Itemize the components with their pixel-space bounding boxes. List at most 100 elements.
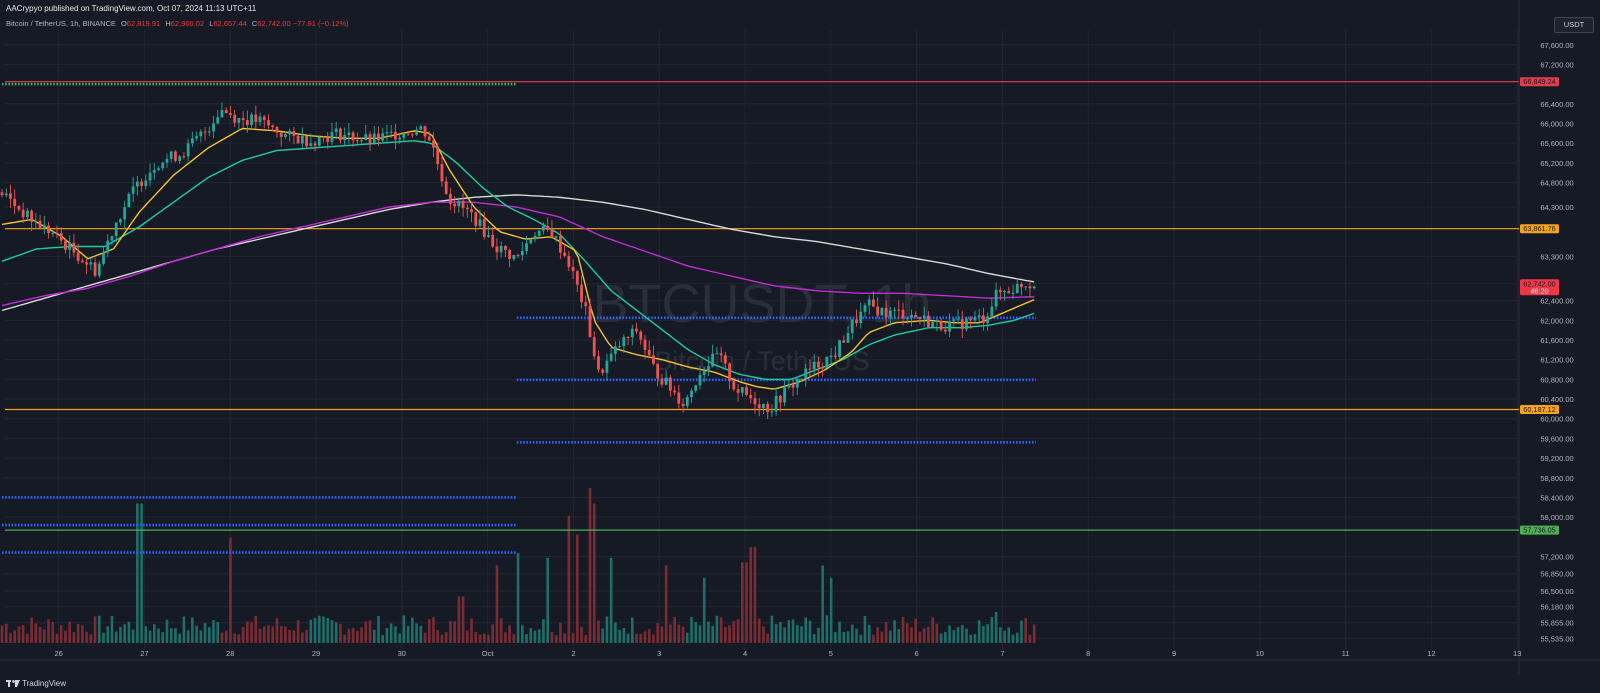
y-tick-label: 59,600.00 — [1540, 434, 1573, 443]
candle-body — [372, 133, 376, 143]
y-tick-label: 57,200.00 — [1540, 553, 1573, 562]
volume-bar — [652, 634, 655, 643]
candle-body — [174, 151, 177, 161]
candle-body — [943, 329, 947, 332]
volume-bar — [233, 633, 236, 643]
candle-body — [529, 239, 533, 244]
candle-body — [880, 308, 884, 316]
candle-body — [635, 328, 638, 332]
candle-body — [1003, 291, 1006, 293]
volume-bar — [728, 625, 731, 643]
candle-body — [102, 252, 105, 264]
symbol-legend[interactable]: Bitcoin / TetherUS, 1h, BINANCE O62,819.… — [6, 19, 349, 28]
candle-body — [927, 315, 930, 327]
volume-bar — [284, 626, 287, 643]
candle-body — [25, 210, 29, 218]
low-value: 62,657.44 — [213, 19, 247, 28]
candle-body — [554, 236, 558, 238]
x-tick-label: 5 — [829, 649, 833, 658]
publish-header: AACrypyo published on TradingView.com, O… — [6, 4, 257, 13]
candle-body — [144, 180, 148, 187]
candle-body — [762, 403, 765, 409]
candle-body — [220, 110, 224, 118]
candle-body — [1015, 284, 1019, 293]
volume-bar — [398, 633, 401, 643]
candle-body — [9, 193, 12, 199]
volume-bar — [427, 619, 431, 643]
candle-body — [855, 319, 858, 324]
volume-bar — [956, 627, 960, 643]
candle-body — [998, 289, 1002, 292]
candle-body — [931, 322, 935, 327]
candle-body — [461, 200, 465, 208]
candle-body — [364, 134, 368, 141]
candle-body — [719, 353, 723, 356]
currency-button[interactable]: USDT — [1554, 17, 1594, 33]
candle-body — [850, 319, 854, 334]
volume-bar — [736, 619, 740, 643]
candle-body — [592, 337, 596, 357]
candle-body — [660, 378, 664, 385]
volume-bar — [960, 624, 964, 643]
volume-bar — [762, 626, 765, 643]
y-tick-label: 60,400.00 — [1540, 395, 1573, 404]
x-tick-label: 12 — [1427, 649, 1435, 658]
time-axis[interactable]: 26 27 28 29 30 Oct 2 3 4 5 6 7 8 9 10 11 12 13 — [54, 649, 1521, 658]
candle-body — [791, 384, 795, 388]
volume-bar — [982, 626, 985, 643]
x-tick-label: 9 — [1172, 649, 1176, 658]
candle-body — [296, 135, 300, 144]
volume-bar — [440, 634, 444, 643]
volume-bar — [207, 627, 211, 643]
volume-bar — [702, 577, 706, 643]
low-label: L — [209, 19, 214, 28]
candle-body — [732, 380, 736, 390]
candle-body — [419, 126, 423, 130]
volume-bar — [884, 622, 888, 643]
volume-bar — [597, 620, 600, 643]
tradingview-logo[interactable]: TradingView — [6, 679, 66, 688]
volume-bar — [165, 619, 169, 643]
candle-body — [406, 133, 410, 135]
price-axis[interactable]: 67,600.00 67,200.00 66,400.00 66,000.00 65,6… — [1540, 41, 1573, 644]
volume-bar — [690, 617, 693, 643]
y-tick-label: 65,200.00 — [1540, 159, 1573, 168]
volume-bar — [305, 629, 308, 643]
volume-bar — [131, 629, 135, 643]
candle-body — [876, 306, 880, 316]
volume-bar — [838, 621, 841, 643]
candle-body — [935, 320, 939, 323]
candle-body — [360, 140, 363, 142]
volume-bar — [863, 615, 867, 643]
volume-bar — [914, 618, 918, 643]
candle-body — [914, 314, 918, 318]
volume-bar — [474, 631, 478, 643]
volume-bar — [199, 630, 203, 643]
volume-bar — [1024, 618, 1028, 643]
candle-body — [114, 222, 118, 237]
volume-bar — [927, 626, 930, 643]
candle-body — [613, 346, 617, 354]
candle-body — [59, 233, 63, 241]
volume-bar — [220, 632, 224, 643]
volume-bar — [152, 624, 156, 643]
x-tick-label: 27 — [140, 649, 148, 658]
x-tick-label: 8 — [1086, 649, 1090, 658]
volume-bar — [990, 617, 994, 643]
volume-bar — [800, 626, 803, 643]
candle-body — [982, 315, 985, 324]
candle-body — [783, 387, 786, 403]
volume-bar — [47, 619, 50, 643]
volume-bar — [326, 617, 330, 643]
x-tick-label: 26 — [54, 649, 62, 658]
volume-bar — [144, 626, 148, 643]
candle-body — [757, 404, 761, 409]
candle-body — [542, 226, 545, 231]
volume-bar — [13, 630, 16, 643]
candle-body — [652, 355, 655, 364]
volume-bar — [542, 619, 545, 643]
candle-body — [385, 132, 389, 134]
volume-bar — [867, 624, 871, 643]
